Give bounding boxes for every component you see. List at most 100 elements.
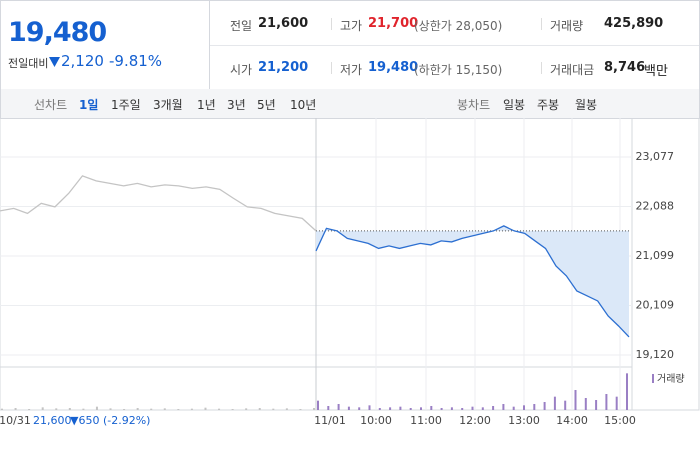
value: 8,746 <box>604 60 646 75</box>
volume-bar <box>461 408 464 410</box>
tab[interactable]: 1주일 <box>111 98 141 112</box>
volume-bar <box>177 409 180 410</box>
volume-bar <box>368 405 371 410</box>
change-label: 전일대비 <box>8 57 49 70</box>
tab: 선차트 <box>34 98 68 112</box>
summary-close: 21,600 <box>33 414 72 427</box>
chart: 19,120 20,109 21,099 22,088 23,077 10/31 11/01… <box>0 118 700 427</box>
volume-bar <box>245 408 248 410</box>
volume-bar <box>523 405 525 410</box>
volume-bar <box>595 400 598 410</box>
tab[interactable]: 3개월 <box>153 98 183 112</box>
volume-bar <box>389 407 392 410</box>
volume-bar <box>82 408 85 410</box>
value: 21,600 <box>258 16 309 31</box>
volume-bar <box>272 408 275 410</box>
note: (하한가 15,150) <box>414 63 503 77</box>
note: (상한가 28,050) <box>414 19 503 33</box>
volume-bar <box>450 407 453 410</box>
value: 21,200 <box>258 60 309 75</box>
volume-bar <box>337 404 340 410</box>
volume-bar <box>28 409 31 410</box>
x-tick-label: 10:00 <box>360 414 392 427</box>
separator <box>331 62 332 74</box>
value: 425,890 <box>604 16 664 31</box>
legend-label: 거래량 <box>657 373 685 385</box>
volume-bar <box>1 408 3 410</box>
volume-bar <box>347 406 350 410</box>
tab[interactable]: 월봉 <box>575 98 598 112</box>
volume-bar <box>564 400 567 410</box>
volume-bar <box>574 390 577 410</box>
volume-bar <box>430 406 433 410</box>
summary-change: ▼650 (-2.92%) <box>70 414 150 427</box>
volume-bar <box>327 406 330 410</box>
x-tick-label: 15:00 <box>604 414 636 427</box>
tab[interactable]: 주봉 <box>537 98 560 112</box>
volume-bar <box>502 404 505 410</box>
volume-bar <box>533 404 536 410</box>
x-tick-label: 13:00 <box>508 414 540 427</box>
volume-bar <box>95 406 98 410</box>
volume-bar <box>258 408 261 410</box>
volume-bar <box>512 406 515 410</box>
volume-bar <box>626 373 628 410</box>
label: 전일 <box>230 19 253 33</box>
volume-bar <box>584 398 587 410</box>
volume-bar <box>440 408 443 410</box>
volume-bar <box>218 408 221 410</box>
tab-bar: 선차트 1일 1주일 3개월 1년 3년 5년 10년 봉차트 일봉 주봉 월봉 <box>0 89 700 119</box>
price: 19,480 <box>8 17 107 48</box>
tab[interactable]: 1일 <box>79 98 99 112</box>
price-line <box>315 225 630 338</box>
volume-bar <box>378 408 381 410</box>
value: 19,480 <box>368 60 419 75</box>
volume-bar <box>492 406 495 410</box>
volume-bar <box>150 408 153 410</box>
value: 21,700 <box>368 16 419 31</box>
separator <box>541 18 542 30</box>
volume-bar <box>605 394 608 410</box>
tab[interactable]: 5년 <box>257 98 276 112</box>
x-tick-label: 12:00 <box>459 414 491 427</box>
y-tick-label: 23,077 <box>636 150 675 163</box>
volume-bar <box>109 408 112 410</box>
volume-bar <box>358 407 361 410</box>
x-tick-label: 11/01 <box>314 414 346 427</box>
label: 거래대금 <box>550 63 595 77</box>
label: 저가 <box>340 63 363 77</box>
volume-bar <box>231 409 234 410</box>
label: 거래량 <box>550 19 584 33</box>
row-divider <box>210 45 699 46</box>
price-box: 19,480 전일대비 2,120 -9.81% <box>1 1 210 89</box>
volume-bar <box>299 409 302 410</box>
volume-bar <box>136 408 139 410</box>
volume-bar <box>55 408 58 410</box>
tab[interactable]: 3년 <box>227 98 246 112</box>
y-tick-label: 19,120 <box>636 348 675 361</box>
volume-bar <box>123 409 126 410</box>
volume-bar <box>481 407 484 410</box>
tab[interactable]: 일봉 <box>503 98 526 112</box>
volume-bar <box>41 407 44 410</box>
volume-bar <box>204 407 207 410</box>
y-tick-label: 21,099 <box>636 249 675 262</box>
header: 19,480 전일대비 2,120 -9.81% 전일 21,600 고가 21… <box>0 0 700 90</box>
y-tick-label: 20,109 <box>636 299 675 312</box>
change: 2,120 <box>61 52 104 70</box>
separator <box>331 18 332 30</box>
legend-swatch <box>652 374 654 383</box>
volume-bar <box>68 408 71 410</box>
volume-bar <box>471 406 474 410</box>
volume-bar <box>285 408 288 410</box>
volume-bar <box>399 406 402 410</box>
x-tick-label: 14:00 <box>556 414 588 427</box>
volume-bar <box>615 396 618 410</box>
volume-bar <box>313 408 315 410</box>
change-rate: -9.81% <box>109 52 163 70</box>
x-tick-label: 10/31 <box>0 414 31 427</box>
tab[interactable]: 1년 <box>197 98 216 112</box>
tab[interactable]: 10년 <box>290 98 317 112</box>
volume-bar <box>553 396 556 410</box>
